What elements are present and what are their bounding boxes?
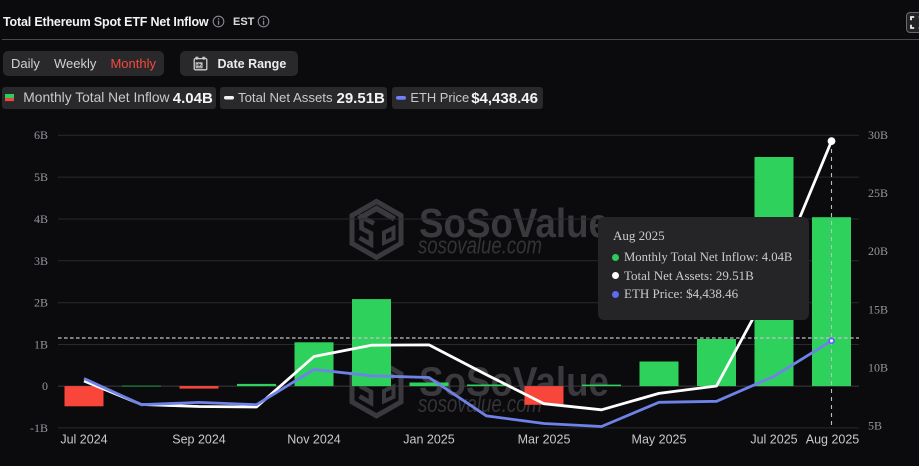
- svg-text:Jul 2024: Jul 2024: [60, 433, 107, 447]
- svg-text:6B: 6B: [34, 128, 48, 142]
- svg-text:Nov 2024: Nov 2024: [287, 433, 341, 447]
- svg-text:Aug 2025: Aug 2025: [806, 433, 860, 447]
- svg-text:-1B: -1B: [30, 421, 48, 435]
- svg-text:Jul 2025: Jul 2025: [750, 433, 797, 447]
- svg-text:1B: 1B: [34, 338, 48, 352]
- svg-text:4B: 4B: [34, 212, 48, 226]
- svg-text:20B: 20B: [868, 244, 888, 258]
- svg-text:25B: 25B: [868, 186, 888, 200]
- svg-text:10B: 10B: [868, 360, 888, 374]
- svg-text:Sep 2024: Sep 2024: [172, 433, 226, 447]
- svg-text:sosovalue.com: sosovalue.com: [418, 391, 542, 418]
- svg-text:0: 0: [42, 379, 48, 393]
- svg-text:Jan 2025: Jan 2025: [403, 433, 454, 447]
- svg-text:2B: 2B: [34, 296, 48, 310]
- svg-text:5B: 5B: [34, 170, 48, 184]
- svg-text:May 2025: May 2025: [632, 433, 687, 447]
- svg-text:30B: 30B: [868, 128, 888, 142]
- svg-text:3B: 3B: [34, 254, 48, 268]
- svg-text:5B: 5B: [868, 418, 882, 432]
- svg-text:SoSoValue: SoSoValue: [419, 200, 609, 246]
- svg-text:12: 12: [196, 63, 202, 69]
- svg-text:Mar 2025: Mar 2025: [518, 433, 571, 447]
- svg-text:15B: 15B: [868, 302, 888, 316]
- svg-text:sosovalue.com: sosovalue.com: [418, 232, 542, 259]
- svg-text:SoSoValue: SoSoValue: [419, 359, 609, 405]
